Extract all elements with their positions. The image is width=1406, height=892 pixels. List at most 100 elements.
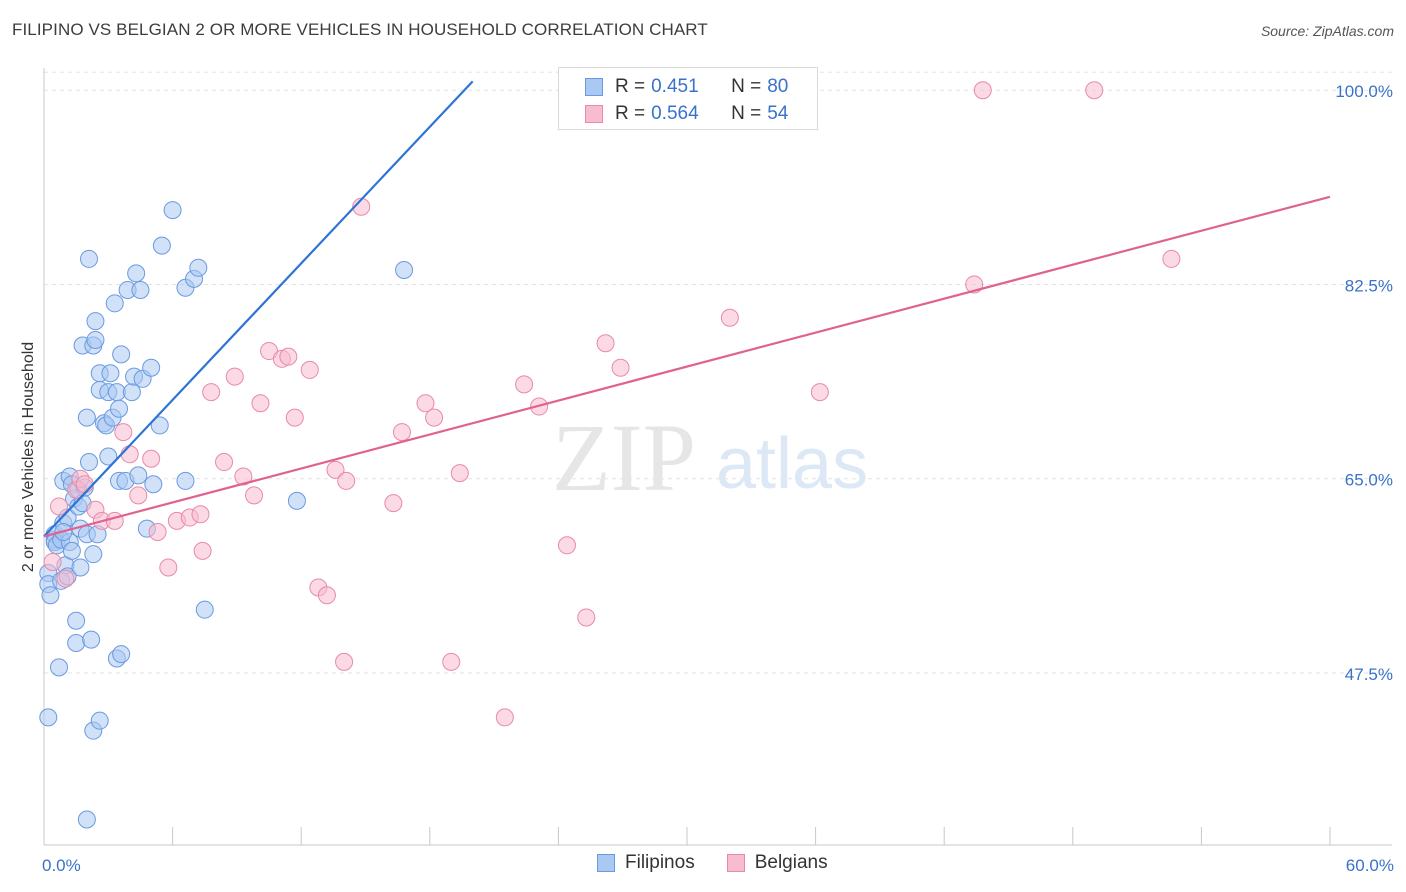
data-point [720,308,739,327]
data-point [577,608,596,627]
legend-item-filipinos[interactable]: Filipinos [597,852,695,874]
data-point [77,408,96,427]
data-point [105,511,124,530]
data-point [215,453,234,472]
data-point [287,491,306,510]
y-tick-label: 82.5% [1345,276,1393,295]
data-point [120,445,139,464]
r-label: R = [615,76,646,97]
data-point [84,545,103,564]
data-point [1162,249,1181,268]
data-point [129,486,148,505]
data-point [142,449,161,468]
data-point [225,367,244,386]
legend-row-filipinos: R = 0.451 N = 80 [585,76,788,98]
legend-item-belgians[interactable]: Belgians [726,852,828,874]
data-point [810,383,829,402]
data-point [973,81,992,100]
data-point [611,358,630,377]
data-point [80,249,99,268]
data-point [142,358,161,377]
data-point [99,447,118,466]
data-point [127,264,146,283]
data-point [193,541,212,560]
chart-title: FILIPINO VS BELGIAN 2 OR MORE VEHICLES I… [12,20,708,39]
data-point [176,471,195,490]
data-point [317,586,336,605]
data-point [114,423,133,442]
data-point [150,416,169,435]
data-point [90,711,109,730]
y-tick-label: 47.5% [1345,665,1393,684]
data-point [251,394,270,413]
stats-legend: R = 0.451 N = 80 R = 0.564 N = 54 [558,67,818,130]
data-point [56,569,75,588]
legend-swatch [726,854,745,872]
data-point [112,645,131,664]
data-point [450,464,469,483]
data-point [245,486,264,505]
grid-lines [44,71,1392,674]
legend-swatch-belgians [585,105,603,123]
data-point [43,552,62,571]
data-point [384,494,403,513]
legend-label: Filipinos [625,852,695,873]
data-point [189,258,208,277]
data-point [144,475,163,494]
trend-lines [43,80,1331,538]
data-point [129,466,148,485]
source-label: Source: ZipAtlas.com [1260,23,1394,39]
data-point [67,633,86,652]
r-label: R = [615,103,646,124]
data-point [416,394,435,413]
data-point [596,334,615,353]
data-point [285,408,304,427]
data-point [279,347,298,366]
data-point [163,201,182,220]
data-points [39,81,1181,829]
data-point [392,423,411,442]
data-point [425,408,444,427]
r-value: 0.564 [651,103,699,124]
data-point [107,383,126,402]
data-point [159,558,178,577]
data-point [515,375,534,394]
data-point [86,312,105,331]
data-point [41,586,60,605]
series-legend: Filipinos Belgians [597,852,860,874]
y-tick-label: 100.0% [1335,82,1393,101]
watermark-atlas: atlas [716,424,868,504]
trend-line-filipinos [43,80,474,538]
data-point [112,345,131,364]
data-point [395,261,414,280]
data-point [86,330,105,349]
data-point [50,497,69,516]
data-point [82,630,101,649]
y-axis-label: 2 or more Vehicles in Household [20,341,37,573]
data-point [234,467,253,486]
data-point [557,536,576,555]
watermark: ZIP atlas [552,404,868,511]
data-point [191,505,210,524]
data-point [326,460,345,479]
data-point [71,558,90,577]
data-point [152,236,171,255]
data-point [50,658,69,677]
data-point [39,708,58,727]
n-label: N = [731,103,762,124]
data-point [77,810,96,829]
data-point [495,708,514,727]
data-point [101,364,120,383]
tick-labels: 100.0% 82.5% 65.0% 47.5% 0.0% 60.0% [42,82,1394,875]
n-value: 54 [767,103,789,124]
legend-swatch-filipinos [585,78,603,96]
legend-label: Belgians [754,852,828,873]
n-label: N = [731,76,762,97]
r-value: 0.451 [651,76,699,97]
data-point [110,399,129,418]
data-point [80,453,99,472]
x-tick-label: 0.0% [42,856,81,875]
data-point [105,294,124,313]
data-point [1085,81,1104,100]
data-point [335,652,354,671]
